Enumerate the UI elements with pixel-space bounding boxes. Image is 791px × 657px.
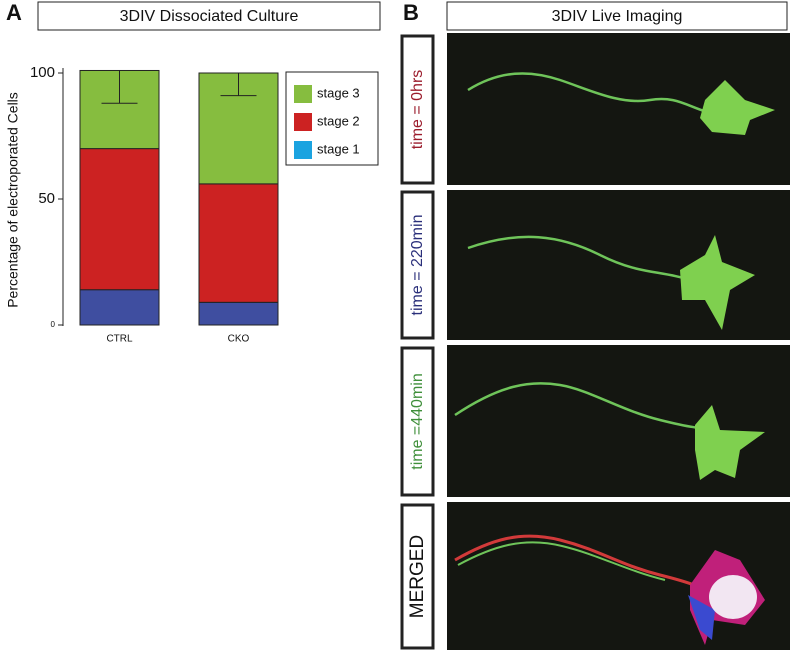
legend-swatch [294, 141, 312, 159]
soma [688, 595, 715, 640]
soma [700, 80, 775, 135]
x-tick-label: CKO [228, 334, 250, 345]
neurite [467, 72, 721, 117]
title-box [446, 1, 788, 31]
legend-swatch [294, 85, 312, 103]
micrographs [447, 33, 790, 650]
bar-segment [198, 301, 279, 326]
neurite [454, 534, 711, 592]
y-tick-label: 100 [30, 64, 55, 81]
y-tick-label: 0 [51, 320, 56, 329]
row-label-box [400, 190, 435, 340]
bar-segment [198, 183, 279, 303]
panel-title: 3DIV Live Imaging [552, 8, 683, 25]
micrograph [447, 345, 790, 497]
y-tick-label: 50 [38, 190, 55, 207]
panel-label: A [6, 0, 22, 25]
panel-label: B [403, 0, 419, 25]
row-label: MERGED [407, 535, 428, 618]
legend-label: stage 3 [317, 85, 360, 100]
soma [709, 575, 757, 619]
neurite [454, 382, 706, 432]
row-label-box [400, 346, 435, 497]
x-tick-label: CTRL [106, 334, 133, 345]
micrograph [447, 190, 790, 340]
y-axis-label: Percentage of electroporated Cells [5, 92, 21, 308]
row-label: time = 220min [409, 215, 426, 316]
panel-title: 3DIV Dissociated Culture [120, 8, 299, 25]
bar-segment [79, 148, 160, 291]
legend-swatch [294, 113, 312, 131]
neurite [457, 541, 666, 581]
neurite [467, 235, 691, 282]
bar-segment [79, 289, 160, 326]
row-label-box [400, 503, 435, 650]
legend-label: stage 2 [317, 113, 360, 128]
row-label-box [400, 34, 435, 185]
legend-label: stage 1 [317, 141, 360, 156]
title-box [37, 1, 381, 31]
soma [680, 235, 755, 330]
row-label: time =440min [409, 373, 426, 470]
row-label: time = 0hrs [409, 70, 426, 150]
soma [695, 405, 765, 480]
